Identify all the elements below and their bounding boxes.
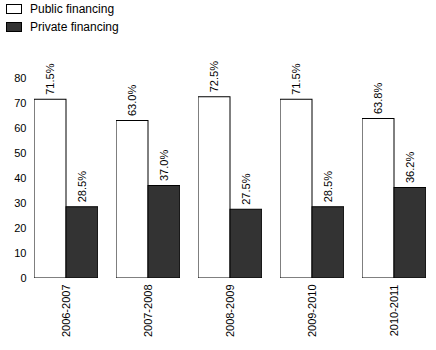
svg-text:2010-2011: 2010-2011 [388, 285, 400, 337]
svg-text:60: 60 [14, 122, 26, 134]
svg-text:27.5%: 27.5% [240, 173, 252, 204]
svg-text:30: 30 [14, 197, 26, 209]
svg-text:28.5%: 28.5% [322, 171, 334, 202]
svg-text:2006-2007: 2006-2007 [60, 285, 72, 338]
svg-text:71.5%: 71.5% [290, 63, 302, 94]
svg-text:28.5%: 28.5% [76, 171, 88, 202]
svg-text:70: 70 [14, 97, 26, 109]
svg-text:2007-2008: 2007-2008 [142, 285, 154, 338]
svg-text:63.0%: 63.0% [126, 85, 138, 116]
svg-text:2008-2009: 2008-2009 [224, 285, 236, 338]
html-text:Public financing: Public financing [30, 2, 115, 16]
svg-text:20: 20 [14, 222, 26, 234]
svg-text:72.5%: 72.5% [208, 61, 220, 92]
svg-text:63.8%: 63.8% [372, 83, 384, 114]
svg-text:10: 10 [14, 247, 26, 259]
svg-text:50: 50 [14, 147, 26, 159]
svg-text:71.5%: 71.5% [44, 63, 56, 94]
svg-text:36.2%: 36.2% [404, 152, 416, 183]
svg-text:37.0%: 37.0% [158, 150, 170, 181]
svg-text:80: 80 [14, 72, 26, 84]
svg-text:40: 40 [14, 172, 26, 184]
svg-text:2009-2010: 2009-2010 [306, 285, 318, 338]
html-text:Private financing: Private financing [30, 20, 119, 34]
svg-text:0: 0 [20, 272, 26, 284]
